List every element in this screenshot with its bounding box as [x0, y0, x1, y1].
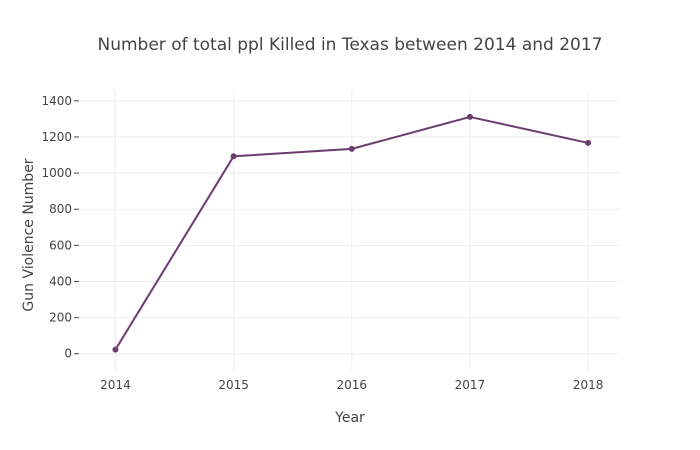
- y-tick-label: 400: [49, 274, 72, 288]
- y-tick-label: 600: [49, 238, 72, 252]
- chart-title: Number of total ppl Killed in Texas betw…: [98, 35, 603, 55]
- data-point: [230, 153, 237, 160]
- x-axis: 2014 2015 2016 2017 2018: [100, 378, 603, 392]
- x-tick-label: 2018: [573, 378, 604, 392]
- y-axis-title: Gun Violence Number: [21, 158, 37, 311]
- y-axis: 0 200 400 600 800 1000 1200 1400: [41, 94, 79, 361]
- x-tick-label: 2016: [336, 378, 367, 392]
- data-point: [348, 145, 355, 152]
- grid-lines: [80, 90, 620, 370]
- data-point: [466, 113, 473, 120]
- x-tick-label: 2017: [455, 378, 486, 392]
- data-point: [585, 139, 592, 146]
- x-tick-label: 2015: [218, 378, 249, 392]
- y-tick-label: 1400: [41, 94, 72, 108]
- y-tick-label: 1200: [41, 130, 72, 144]
- y-tick-label: 1000: [41, 166, 72, 180]
- series-layer: [112, 113, 592, 353]
- y-tick-label: 200: [49, 311, 72, 325]
- x-tick-label: 2014: [100, 378, 131, 392]
- y-tick-label: 800: [49, 202, 72, 216]
- x-axis-title: Year: [334, 410, 365, 426]
- data-point: [112, 346, 119, 353]
- y-tick-label: 0: [64, 347, 72, 361]
